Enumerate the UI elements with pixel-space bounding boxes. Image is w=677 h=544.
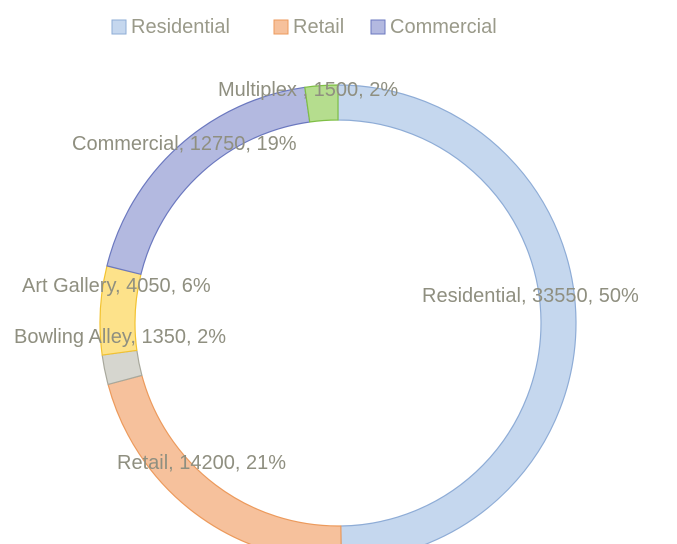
legend-item-commercial: Commercial [370,16,497,38]
slice-commercial [106,86,311,276]
legend-swatch-retail [273,19,289,35]
legend-item-residential: Residential [111,16,230,38]
data-labels: Residential, 33550, 50% Retail, 14200, 21… [14,79,639,474]
legend-swatch-commercial [370,19,386,35]
doughnut-slices [99,84,577,544]
data-label-retail: Retail, 14200, 21% [117,452,286,474]
legend-swatch-residential [111,19,127,35]
data-label-residential: Residential, 33550, 50% [422,285,639,307]
data-label-multiplex: Multiplex , 1500, 2% [218,79,398,101]
legend-item-retail: Retail [273,16,344,38]
chart-legend: Residential Retail Commercial [111,16,497,38]
slice-residential [337,84,577,544]
legend-label-commercial: Commercial [390,16,497,38]
slice-multiplex [304,84,339,123]
data-label-art-gallery: Art Gallery, 4050, 6% [22,275,211,297]
data-label-commercial: Commercial, 12750, 19% [72,133,297,155]
data-label-bowling-alley: Bowling Alley, 1350, 2% [14,326,226,348]
legend-label-retail: Retail [293,16,344,38]
legend-label-residential: Residential [131,16,230,38]
